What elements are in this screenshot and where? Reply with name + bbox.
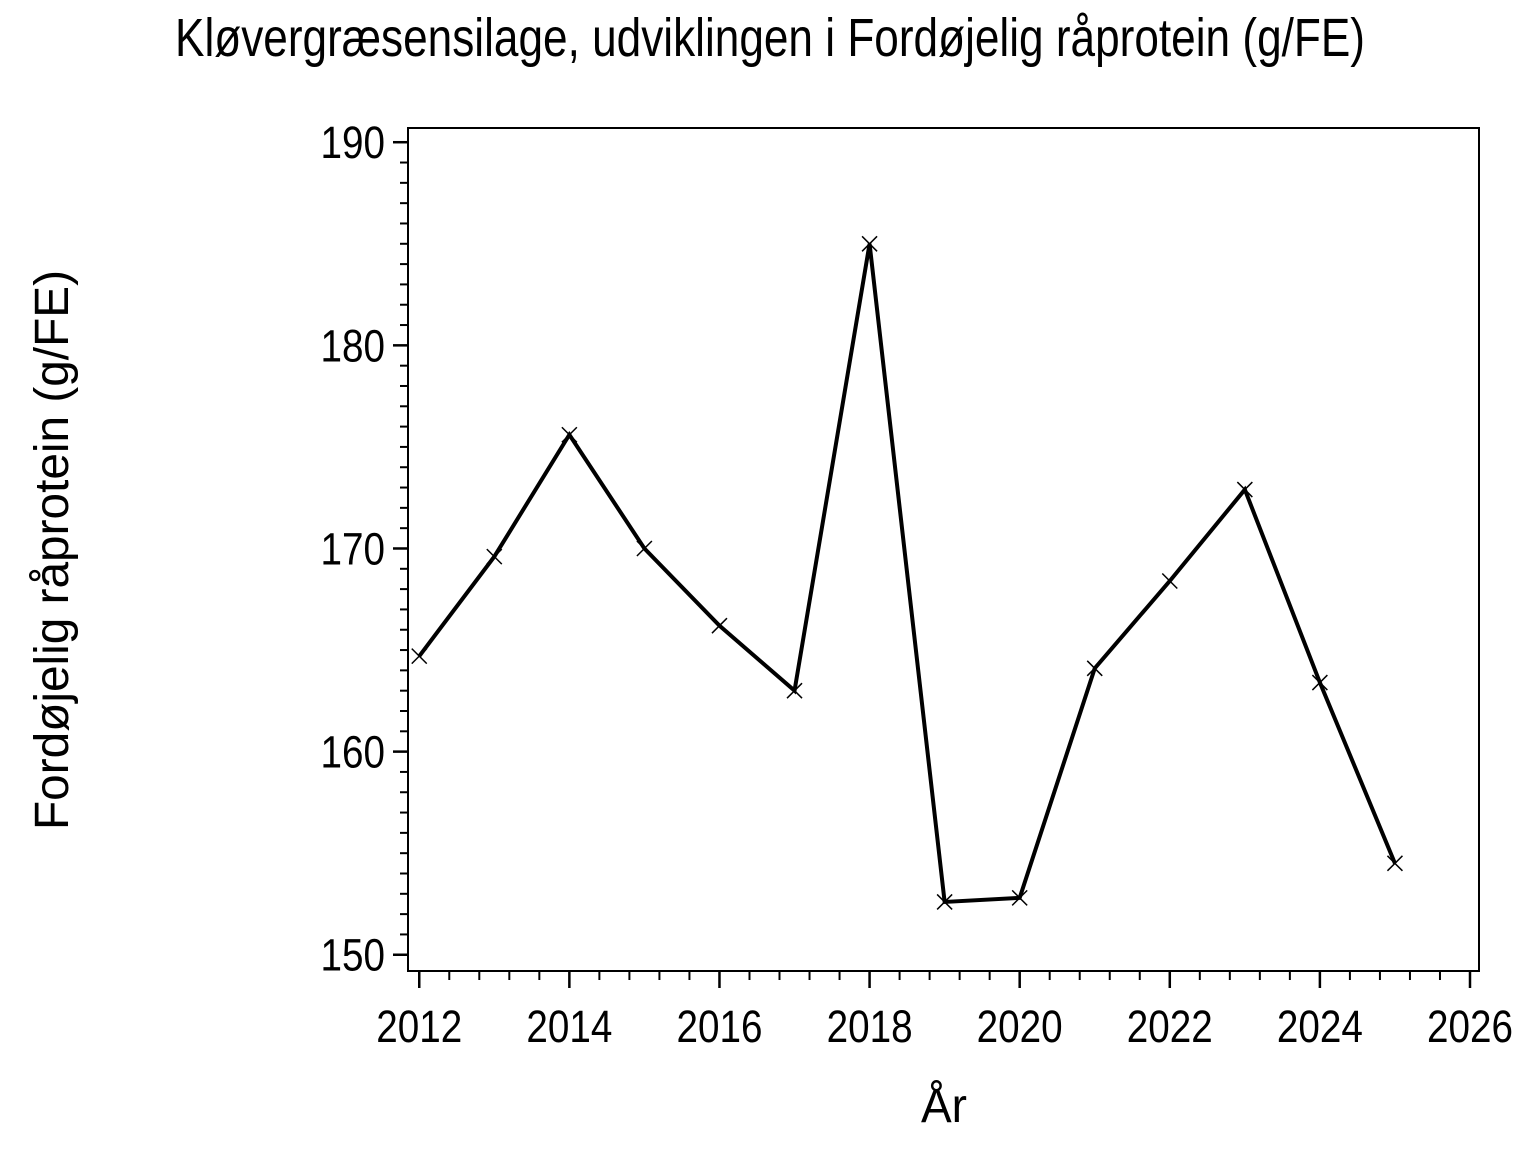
marker-stroke — [711, 617, 728, 634]
data-point-marker — [861, 235, 878, 252]
axis-tick-labels: 150 160 170 180 190 2012 2014 2016 2018 2020 2022 2… — [321, 117, 1513, 1052]
marker-stroke — [561, 426, 578, 443]
marker-stroke — [411, 648, 428, 665]
marker-stroke — [786, 682, 803, 699]
marker-stroke — [486, 548, 503, 565]
marker-stroke — [1011, 889, 1028, 906]
y-tick-label: 180 — [321, 320, 386, 371]
x-tick-label: 2012 — [376, 1001, 462, 1052]
marker-stroke — [1086, 660, 1103, 677]
data-point-marker — [1386, 855, 1403, 872]
marker-stroke — [936, 893, 953, 910]
data-point-marker — [786, 682, 803, 699]
x-tick-label: 2016 — [676, 1001, 762, 1052]
chart-title: Kløvergræsensilage, udviklingen i Fordøj… — [175, 8, 1365, 68]
data-point-marker — [486, 548, 503, 565]
marker-stroke — [1236, 481, 1253, 498]
data-point-marker — [636, 540, 653, 557]
data-point-marker — [1086, 660, 1103, 677]
x-tick-label: 2018 — [827, 1001, 913, 1052]
data-point-marker — [1161, 572, 1178, 590]
x-tick-label: 2024 — [1277, 1001, 1363, 1052]
data-point-marker — [1311, 674, 1328, 691]
data-point-marker — [1236, 481, 1253, 498]
x-axis-label: År — [921, 1080, 967, 1133]
x-tick-label: 2014 — [526, 1001, 612, 1052]
y-tick-label: 190 — [321, 117, 386, 168]
marker-stroke — [1386, 855, 1403, 872]
series-line — [417, 243, 1397, 905]
x-tick-label: 2022 — [1127, 1001, 1213, 1052]
data-point-marker — [936, 893, 953, 910]
marker-stroke — [1311, 674, 1328, 691]
y-tick-label: 160 — [321, 727, 386, 778]
data-point-marker — [1011, 889, 1028, 906]
y-axis-label: Fordøjelig råprotein (g/FE) — [26, 270, 79, 830]
x-tick-label: 2026 — [1427, 1001, 1513, 1052]
x-tick-label: 2020 — [977, 1001, 1063, 1052]
marker-stroke — [636, 540, 653, 557]
marker-stroke — [1161, 572, 1178, 590]
y-tick-label: 150 — [321, 930, 386, 981]
marker-stroke — [861, 235, 878, 252]
data-point-marker — [711, 617, 728, 634]
y-tick-label: 170 — [321, 523, 386, 574]
data-point-marker — [411, 648, 428, 665]
data-point-marker — [561, 426, 578, 443]
data-series — [411, 235, 1403, 910]
axis-ticks — [393, 140, 1472, 988]
plot-frame — [407, 127, 1480, 972]
